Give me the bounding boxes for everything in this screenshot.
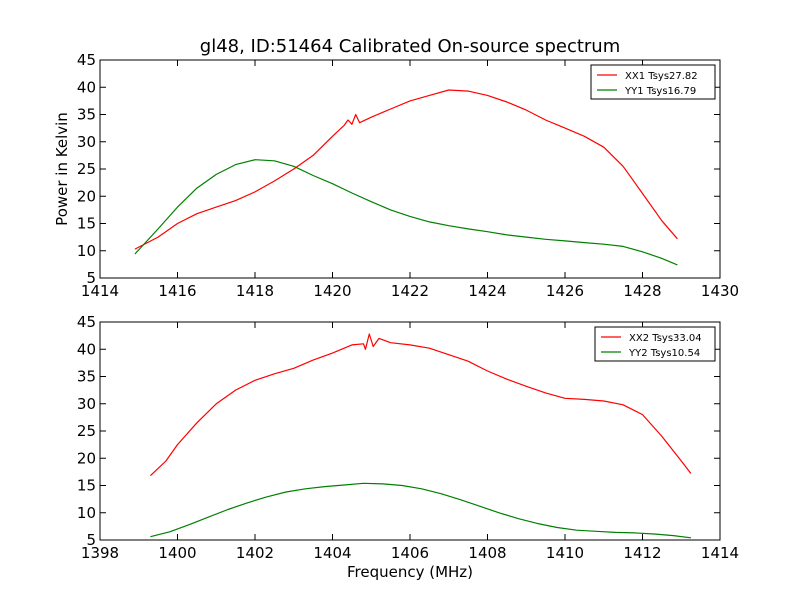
x-tick-label: 1414 [701,544,739,562]
x-axis-label: Frequency (MHz) [347,563,473,581]
y-tick-label: 25 [77,160,96,178]
legend-entry: XX1 Tsys27.82 [625,71,698,82]
y-tick-label: 35 [77,368,96,386]
y-tick-label: 10 [77,242,96,260]
x-tick-label: 1414 [81,282,119,300]
y-tick-label: 20 [77,449,96,467]
x-tick-label: 1418 [236,282,274,300]
y-tick-label: 35 [77,106,96,124]
y-tick-label: 15 [77,215,96,233]
series-line-xx [149,333,692,477]
x-tick-label: 1424 [468,282,506,300]
legend-box [590,64,716,100]
legend-box [594,326,716,362]
y-tick-label: 5 [86,531,96,549]
x-tick-label: 1400 [158,544,196,562]
x-tick-label: 1412 [623,544,661,562]
legend-entry: YY2 Tsys10.54 [628,348,700,359]
x-tick-label: 1398 [81,544,119,562]
x-tick-label: 1416 [158,282,196,300]
y-tick-label: 40 [77,78,96,96]
x-tick-label: 1422 [391,282,429,300]
series-line-yy [134,159,678,266]
y-tick-label: 20 [77,187,96,205]
y-tick-label: 45 [77,51,96,69]
chart-title: gl48, ID:51464 Calibrated On-source spec… [200,36,620,57]
x-tick-label: 1430 [701,282,739,300]
x-tick-label: 1406 [391,544,429,562]
y-tick-label: 25 [77,422,96,440]
top-plot: 1414 1416 1418 1420 1422 1424 1426 1428 1430 5 10 1… [53,36,739,300]
y-tick-label: 5 [86,269,96,287]
x-tick-label: 1428 [623,282,661,300]
x-tick-label: 1420 [313,282,351,300]
series-line-yy [150,482,691,539]
y-tick-label: 30 [77,395,96,413]
legend: XX2 Tsys33.04 YY2 Tsys10.54 [594,326,716,362]
x-tick-label: 1404 [313,544,351,562]
series-line-xx [134,89,678,250]
x-tick-label: 1402 [236,544,274,562]
legend-entry: XX2 Tsys33.04 [629,333,702,344]
x-tick-label: 1408 [468,544,506,562]
y-axis-label: Power in Kelvin [53,112,71,226]
legend-entry: YY1 Tsys16.79 [624,86,696,97]
y-tick-label: 15 [77,477,96,495]
y-tick-label: 40 [77,340,96,358]
legend: XX1 Tsys27.82 YY1 Tsys16.79 [590,64,716,100]
y-tick-label: 30 [77,133,96,151]
y-tick-label: 10 [77,504,96,522]
y-tick-label: 45 [77,313,96,331]
x-tick-label: 1410 [546,544,584,562]
x-tick-label: 1426 [546,282,584,300]
bottom-plot: 1398 1400 1402 1404 1406 1408 1410 1412 1414 5 10 1… [77,313,739,581]
